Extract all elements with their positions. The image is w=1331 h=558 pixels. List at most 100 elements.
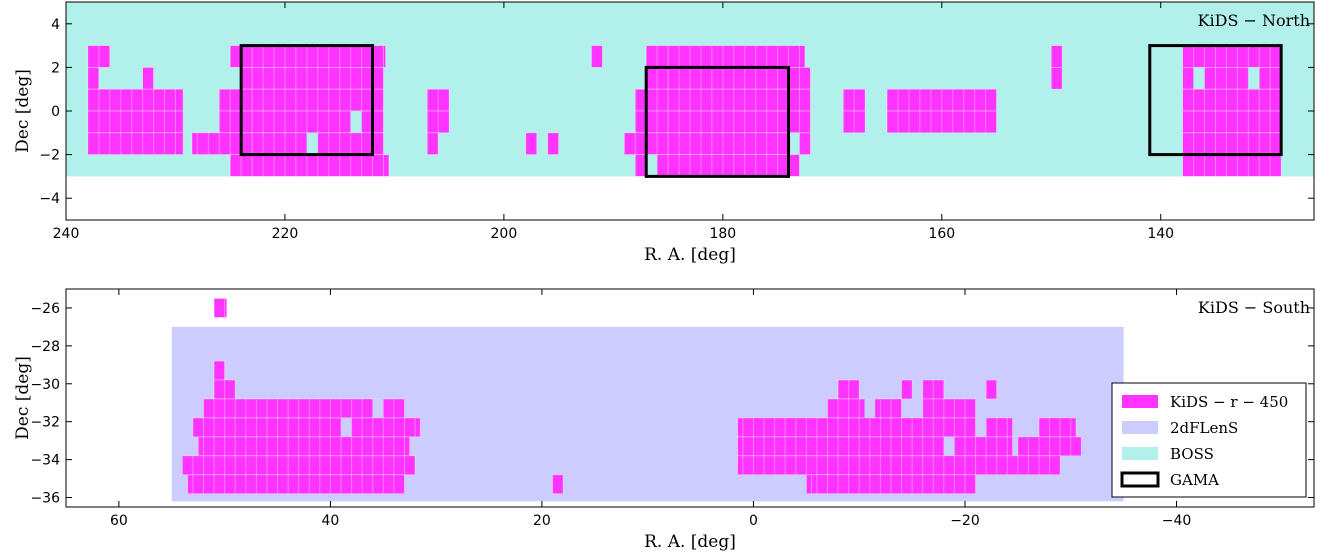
x-tick-label: −40 [1162,513,1192,529]
legend-swatch [1122,421,1158,434]
y-tick-label: −26 [30,301,60,317]
x-tick-label: 20 [533,513,551,529]
tile-hole [306,132,318,155]
tile-strip [843,111,866,133]
tile-strip [87,111,184,133]
tile-strip [986,379,997,399]
gama-field-3 [1148,44,1283,157]
tile-strip [87,89,184,111]
tile-strip [737,455,1061,475]
tile-strip [901,379,913,399]
x-tick-label: 180 [709,226,736,242]
x-tick-label: 160 [928,226,955,242]
tile-strip [214,298,227,318]
tile-border [1050,45,1063,68]
x-axis-label: R. A. [deg] [644,532,736,552]
tile-border [547,132,560,156]
tile-strip [1182,154,1282,177]
x-tick-label: −20 [950,513,980,529]
legend-label: GAMA [1170,471,1219,489]
tile-border [87,132,184,156]
tile-strip [838,379,860,399]
panel-1: 240 220 200 180 160 140 −4 −2 0 2 4 R. A. [deg] Dec … [13,1,1315,265]
x-tick-label: 240 [53,226,80,242]
tile-border [886,110,997,134]
x-tick-label: 220 [272,226,299,242]
panel-title: KiDS − North [1198,11,1310,30]
y-tick-label: 0 [51,104,60,120]
tile-strip [887,111,997,133]
tile-border [525,132,538,156]
tile-border [811,474,976,495]
tile-border [1050,67,1063,90]
tile-hole [1193,67,1205,90]
tile-strip [219,111,384,133]
tile-strip [87,132,184,155]
gama-field-2 [644,65,791,178]
tile-hole [350,111,362,133]
tile-border [203,398,405,419]
tile-strip [1182,45,1282,68]
tile-strip [87,45,110,68]
y-tick-label: −34 [30,453,60,469]
tile-strip [922,398,976,418]
y-tick-label: −30 [30,377,60,393]
tile-strip [1017,436,1082,456]
tile-border [591,45,603,68]
tile-strip [986,417,1013,437]
tile-border [922,398,976,419]
y-tick-label: −32 [30,415,60,431]
legend-swatch [1122,395,1158,408]
x-tick-label: 200 [491,226,518,242]
axes-frame [65,288,1315,508]
y-axis-label: Dec [deg] [13,69,33,153]
tile-strip [646,67,811,90]
tile-border [901,379,913,400]
tile-strip [182,455,416,475]
tile-strip [552,474,564,494]
gama-field-1 [239,44,375,157]
tile-strip [187,474,405,494]
tile-strip [922,379,944,399]
legend-label: BOSS [1170,445,1214,463]
tile-strip [547,132,559,155]
x-tick-label: 0 [749,513,758,529]
legend-swatch [1122,447,1158,460]
x-axis-label: R. A. [deg] [644,245,736,265]
tile-strip [87,67,99,90]
tile-strip [230,45,386,68]
tile-strip [142,67,154,90]
x-tick-label: 140 [1147,226,1174,242]
tile-border [87,45,111,68]
tile-strip [525,132,537,155]
tile-strip [192,417,421,437]
tile-strip [230,154,389,177]
x-tick-label: 60 [110,513,128,529]
tile-hole [1248,67,1260,90]
tile-strip [198,436,410,456]
tile-strip [1051,67,1063,90]
tile-strip [811,474,976,494]
tile-strip [624,132,811,155]
tile-border [985,379,998,400]
y-tick-label: −2 [39,148,60,164]
y-axis-label: Dec [deg] [13,356,33,440]
tile-strip [1051,45,1063,68]
tile-border [842,110,866,134]
tile-border [187,474,405,495]
tile-border [737,455,1061,476]
tile-hole [372,398,384,418]
tile-border [181,455,416,476]
legend-label: 2dFLenS [1170,419,1238,437]
tile-strip [843,89,866,111]
tile-strip [635,89,811,111]
kids-tiles [181,298,1082,495]
tile-strip [1182,111,1282,133]
tile-strip [635,154,800,177]
tile-strip [887,89,997,111]
tile-strip [1182,132,1282,155]
tile-hole [943,436,955,456]
tile-strip [635,111,811,133]
plot-area [66,2,1314,178]
